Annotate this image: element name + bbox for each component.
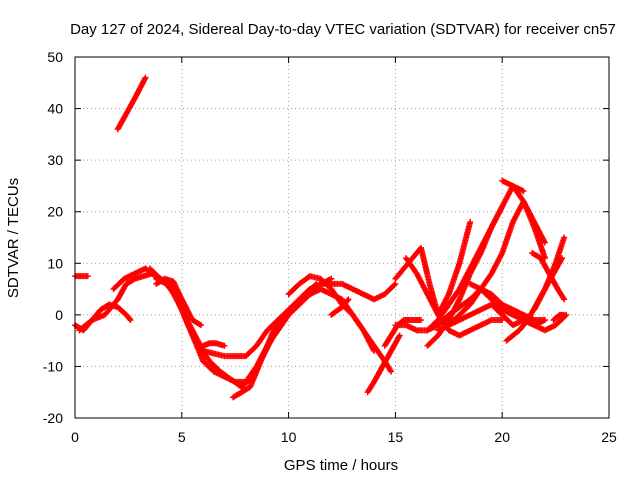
data-point <box>388 368 395 375</box>
data-point <box>499 317 506 324</box>
series-track-4 <box>76 270 155 334</box>
data-point <box>560 295 567 302</box>
axis-ticks: 0 5 10 15 20 25 -20 -10 0 10 20 30 40 50 <box>43 49 617 445</box>
data-point <box>84 273 91 280</box>
data-point <box>328 275 335 282</box>
x-tick-label: 0 <box>71 429 79 445</box>
data-point <box>280 313 287 320</box>
data-point <box>198 322 205 329</box>
y-axis-label: SDTVAR / TECUs <box>5 178 22 298</box>
y-tick-label: 40 <box>47 101 63 117</box>
data-point <box>371 347 378 354</box>
chart-title: Day 127 of 2024, Sidereal Day-to-day VTE… <box>70 21 616 38</box>
grid-lines <box>75 57 609 418</box>
data-point <box>561 234 568 241</box>
y-tick-label: 30 <box>47 152 63 168</box>
series-track-18 <box>392 244 506 339</box>
series-track-28 <box>531 234 568 313</box>
y-tick-label: 10 <box>47 255 63 271</box>
x-axis-label: GPS time / hours <box>284 457 398 474</box>
series-track-19 <box>403 219 474 318</box>
x-tick-label: 5 <box>178 429 186 445</box>
data-point <box>418 317 425 324</box>
y-tick-label: -10 <box>43 358 63 374</box>
data-point <box>561 311 568 318</box>
series-track-14 <box>328 296 352 318</box>
data-point <box>345 296 352 303</box>
data-point <box>142 74 149 81</box>
data-point <box>221 342 228 349</box>
data-point <box>196 321 203 328</box>
y-tick-label: 50 <box>47 49 63 65</box>
data-point <box>391 281 398 288</box>
series-track-25 <box>499 177 548 246</box>
y-tick-label: 0 <box>55 307 63 323</box>
x-tick-label: 25 <box>601 429 617 445</box>
data-point <box>395 333 402 340</box>
data-point <box>344 297 351 304</box>
data-point <box>396 332 403 339</box>
series-track-9 <box>200 340 228 349</box>
plot-frame <box>74 56 610 419</box>
x-tick-label: 15 <box>388 429 404 445</box>
series-track-8 <box>153 275 205 329</box>
data-point <box>126 315 133 322</box>
x-tick-label: 20 <box>494 429 510 445</box>
series-track-2 <box>114 74 149 133</box>
data-point <box>467 219 474 226</box>
series-track-29 <box>550 311 568 324</box>
data-points <box>72 74 570 401</box>
data-point <box>281 311 288 318</box>
y-tick-label: -20 <box>43 410 63 426</box>
series-track-15 <box>364 332 403 396</box>
data-point <box>392 280 399 287</box>
series-track-10 <box>230 311 288 401</box>
data-point <box>541 317 548 324</box>
data-point <box>520 188 527 195</box>
x-tick-label: 10 <box>281 429 297 445</box>
data-point <box>561 296 568 303</box>
data-point <box>127 317 134 324</box>
data-point <box>541 239 548 246</box>
y-tick-label: 20 <box>47 204 63 220</box>
data-point <box>387 367 394 374</box>
series-track-12 <box>296 280 399 303</box>
